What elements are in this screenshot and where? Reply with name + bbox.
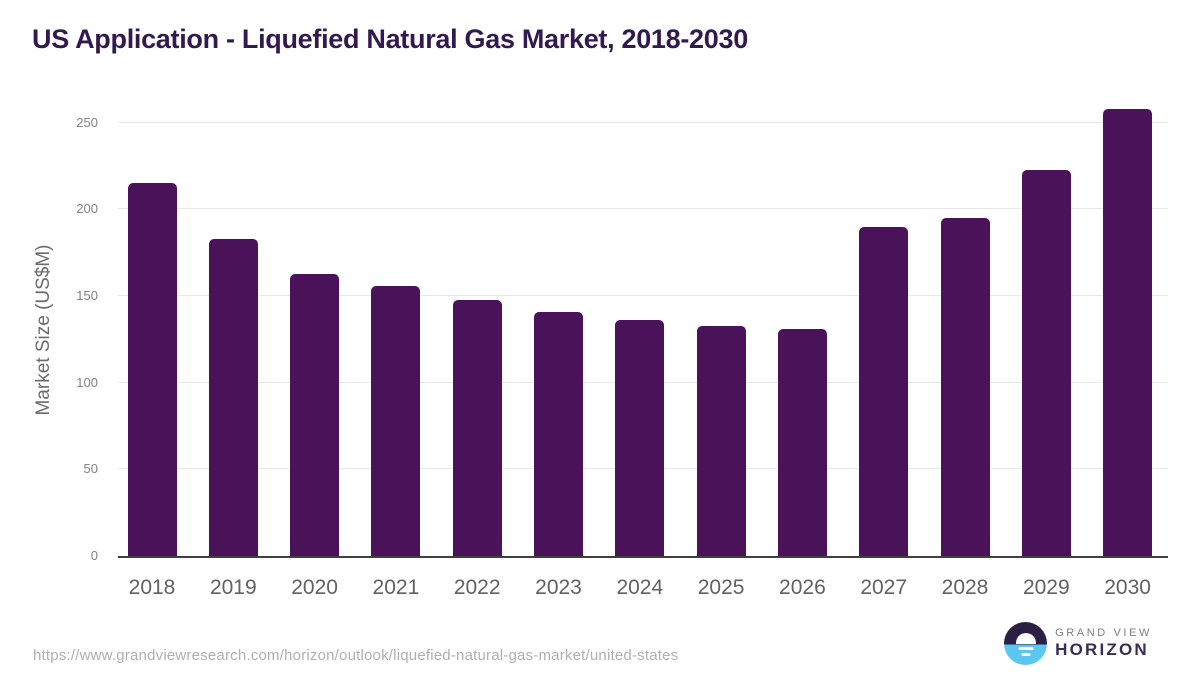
- x-tick-label-2019: 2019: [209, 576, 257, 599]
- x-tick-label-2021: 2021: [372, 576, 420, 599]
- source-url: https://www.grandviewresearch.com/horizo…: [33, 647, 679, 664]
- bar-2023[interactable]: [534, 311, 583, 556]
- x-tick-label-2022: 2022: [453, 576, 501, 599]
- bar-2026[interactable]: [777, 328, 827, 556]
- bar-2029[interactable]: [1021, 169, 1071, 556]
- y-tick-label-50: 50: [83, 461, 98, 477]
- grand-view-horizon-logo: GRAND VIEW HORIZON: [1004, 622, 1152, 665]
- horizon-sun-logo-icon: [1004, 622, 1048, 665]
- x-tick-label-2020: 2020: [291, 576, 338, 599]
- x-tick-label-2028: 2028: [941, 576, 989, 599]
- y-axis-label: Market Size (US$M): [33, 244, 54, 416]
- x-tick-label-2027: 2027: [860, 576, 908, 599]
- bar-2028[interactable]: [940, 218, 990, 556]
- y-tick-label-250: 250: [76, 114, 98, 130]
- bar-2022[interactable]: [452, 299, 502, 556]
- logo-line-grand-view: GRAND VIEW: [1055, 627, 1152, 639]
- bar-2024[interactable]: [615, 320, 665, 556]
- bar-2018[interactable]: [127, 183, 177, 556]
- bar-2021[interactable]: [371, 285, 421, 556]
- y-tick-label-150: 150: [76, 288, 98, 304]
- y-tick-label-0: 0: [90, 548, 98, 563]
- y-tick-label-200: 200: [76, 201, 98, 217]
- x-tick-label-2023: 2023: [535, 576, 582, 599]
- x-tick-label-2030: 2030: [1104, 576, 1151, 599]
- gridline-150: [118, 295, 1168, 297]
- bar-2020[interactable]: [290, 273, 340, 556]
- plot-area: 0 50 100 150 200 250 2018 2019 2020 2021 2022 2023 2…: [76, 103, 1168, 599]
- gridline-250: [118, 121, 1168, 123]
- logo-line-horizon: HORIZON: [1055, 640, 1149, 659]
- y-tick-label-100: 100: [76, 374, 98, 390]
- x-tick-label-2024: 2024: [616, 576, 664, 599]
- bar-2019[interactable]: [208, 238, 258, 556]
- x-tick-label-2018: 2018: [128, 576, 176, 599]
- logo-wordmark: GRAND VIEW HORIZON: [1055, 627, 1152, 660]
- bar-2027[interactable]: [859, 226, 909, 556]
- x-tick-label-2026: 2026: [779, 576, 826, 599]
- bar-2025[interactable]: [696, 325, 746, 556]
- x-tick-label-2029: 2029: [1022, 576, 1070, 599]
- x-tick-label-2025: 2025: [697, 576, 745, 599]
- chart-title: US Application - Liquefied Natural Gas M…: [32, 24, 748, 54]
- gridline-200: [118, 208, 1168, 210]
- bar-2030[interactable]: [1103, 108, 1153, 556]
